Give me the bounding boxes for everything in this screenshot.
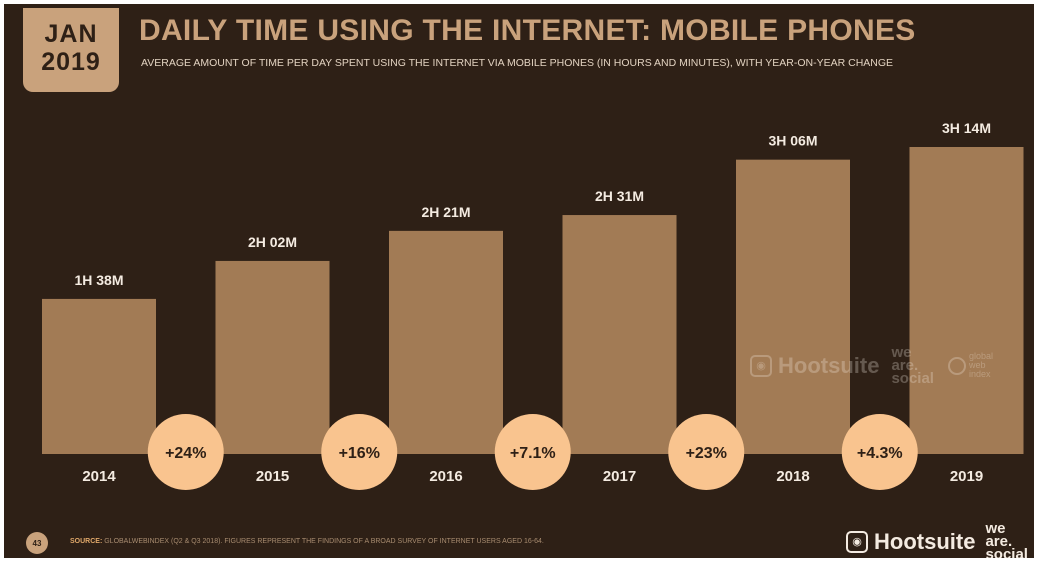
change-bubble (668, 414, 745, 490)
change-label: +23% (686, 445, 727, 462)
change-label: +7.1% (510, 445, 556, 462)
change-bubble (841, 414, 918, 490)
source-label: SOURCE: (70, 538, 103, 545)
value-label: 3H 06M (768, 133, 817, 149)
date-month: JAN (44, 20, 98, 48)
footer-logos: ◉ Hootsuite we are. social (846, 520, 1028, 558)
source-note: SOURCE: GLOBALWEBINDEX (Q2 & Q3 2018). F… (70, 538, 544, 545)
watermark-gwi-logo: global web index (947, 352, 993, 379)
date-year: 2019 (41, 48, 101, 76)
change-label: +4.3% (857, 445, 903, 462)
we-are-social-logo: we are. social (985, 520, 1028, 558)
category-label: 2018 (776, 468, 809, 485)
source-text: GLOBALWEBINDEX (Q2 & Q3 2018). FIGURES R… (104, 538, 544, 545)
category-label: 2017 (603, 468, 636, 485)
watermark-we-are-social-logo: we are. social (891, 344, 934, 387)
page-title: DAILY TIME USING THE INTERNET: MOBILE PH… (139, 14, 916, 47)
globe-icon (947, 356, 966, 375)
bar (389, 230, 503, 454)
category-label: 2019 (950, 468, 983, 485)
bar (215, 260, 330, 454)
bar (909, 147, 1024, 454)
bar (42, 298, 156, 454)
bar-chart: 1H 38M 2014 2H 02M 2015 2H 21M 2016 2H 31M 2017… (42, 120, 1024, 490)
category-label: 2014 (82, 468, 116, 485)
value-label: 1H 38M (74, 272, 123, 288)
change-bubble (321, 414, 398, 490)
value-label: 3H 14M (942, 120, 991, 136)
date-badge: JAN 2019 (23, 8, 119, 92)
page-number: 43 (26, 532, 48, 554)
footer-brand: Hootsuite (874, 528, 976, 554)
change-label: +24% (165, 445, 206, 462)
change-bubble (494, 414, 571, 490)
owl-logo-icon: ◉ (846, 530, 868, 553)
category-label: 2015 (256, 468, 289, 485)
page-subtitle: AVERAGE AMOUNT OF TIME PER DAY SPENT USI… (141, 57, 894, 69)
watermark: ◉ Hootsuite we are. social global web in… (750, 344, 993, 387)
category-label: 2016 (429, 468, 462, 485)
owl-logo-icon: ◉ (750, 354, 772, 377)
value-label: 2H 21M (421, 204, 470, 220)
value-label: 2H 31M (595, 188, 644, 204)
watermark-brand: Hootsuite (778, 352, 880, 378)
change-label: +16% (339, 445, 380, 462)
bar (562, 215, 677, 454)
bar (736, 159, 850, 454)
change-bubble (147, 414, 224, 490)
value-label: 2H 02M (248, 234, 297, 250)
slide: JAN 2019 DAILY TIME USING THE INTERNET: … (4, 4, 1034, 558)
